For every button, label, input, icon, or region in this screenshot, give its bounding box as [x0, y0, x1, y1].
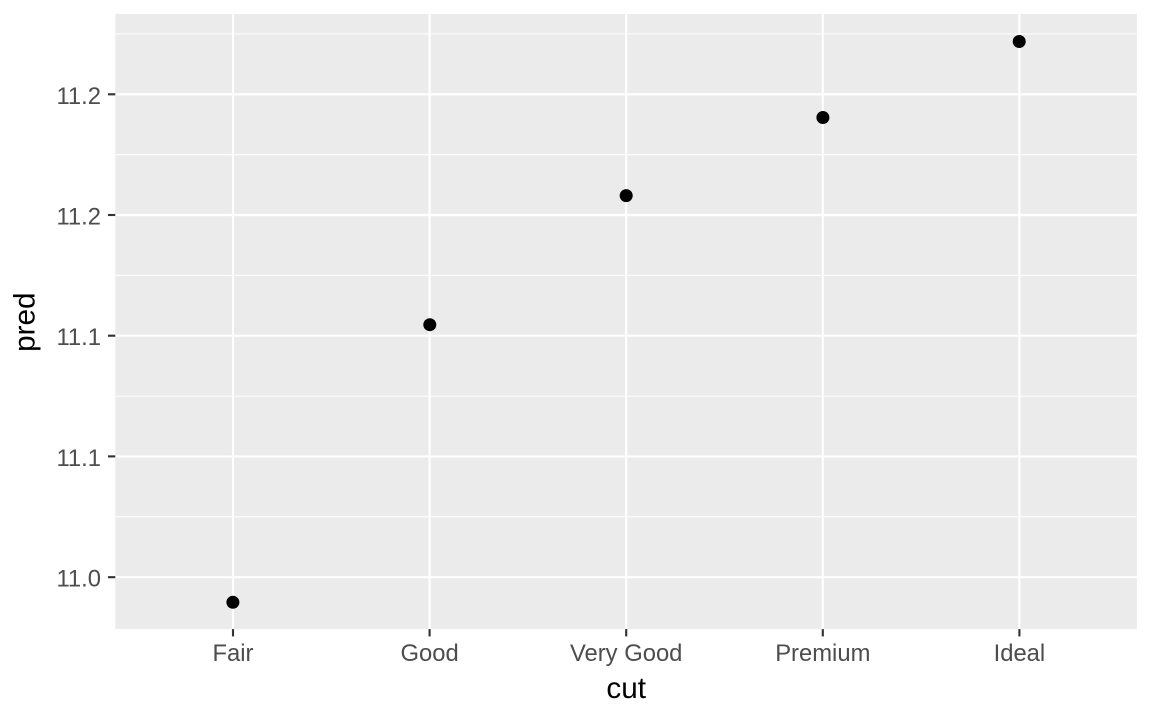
svg-text:11.1: 11.1 [56, 445, 101, 472]
svg-text:cut: cut [606, 672, 646, 705]
svg-text:11.2: 11.2 [56, 83, 101, 110]
svg-text:11.1: 11.1 [56, 324, 101, 351]
svg-text:Fair: Fair [213, 640, 254, 667]
svg-text:pred: pred [9, 292, 42, 351]
svg-text:11.2: 11.2 [56, 204, 101, 231]
svg-text:Ideal: Ideal [994, 640, 1046, 667]
svg-text:11.0: 11.0 [56, 566, 101, 593]
svg-text:Premium: Premium [775, 640, 870, 667]
svg-text:Very Good: Very Good [570, 640, 682, 667]
svg-text:Good: Good [400, 640, 458, 667]
